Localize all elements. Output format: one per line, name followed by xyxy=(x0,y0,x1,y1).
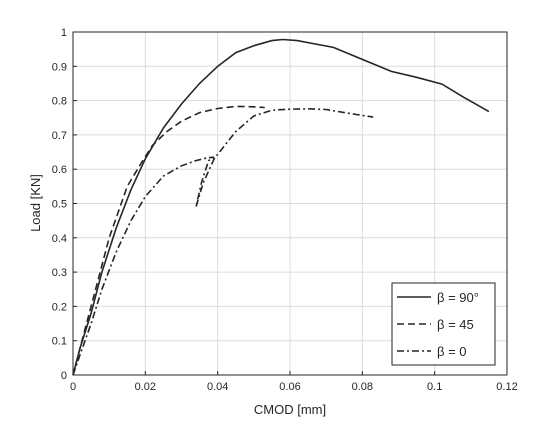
y-tick-label: 0.8 xyxy=(52,96,67,108)
legend: β = 90° β = 45 β = 0 xyxy=(391,282,496,366)
y-tick-label: 0.4 xyxy=(52,233,67,245)
x-tick-label: 0 xyxy=(70,381,76,393)
x-axis-label: CMOD [mm] xyxy=(254,402,326,417)
x-tick-label: 0.1 xyxy=(427,381,442,393)
series-line-beta-90 xyxy=(72,38,490,376)
y-tick-label: 0.2 xyxy=(52,301,67,313)
x-tick-label: 0.06 xyxy=(279,381,300,393)
y-axis-label: Load [KN] xyxy=(28,174,43,232)
x-tick-label: 0.04 xyxy=(207,381,228,393)
legend-label-beta-45: β = 45 xyxy=(437,317,474,332)
x-tick-label: 0.08 xyxy=(352,381,373,393)
y-tick-label: 0 xyxy=(61,370,67,382)
legend-label-beta-0: β = 0 xyxy=(437,344,467,359)
y-tick-label: 0.3 xyxy=(52,267,67,279)
x-tick-label: 0.12 xyxy=(496,381,517,393)
series-line-beta-0 xyxy=(72,107,374,376)
y-tick-label: 0.5 xyxy=(52,199,67,211)
x-tick-label: 0.02 xyxy=(135,381,156,393)
tick-labels: 0 0.02 0.04 0.06 0.08 0.1 0.12 0 0.1 0.2 0.3 0.4 0.5… xyxy=(52,27,518,393)
y-tick-label: 0.6 xyxy=(52,164,67,176)
y-tick-label: 0.7 xyxy=(52,130,67,142)
y-tick-label: 0.1 xyxy=(52,336,67,348)
y-tick-label: 1 xyxy=(61,27,67,39)
series-group xyxy=(72,38,490,376)
series-line-beta-45 xyxy=(72,105,265,376)
legend-label-beta-90: β = 90° xyxy=(437,290,479,305)
y-tick-label: 0.9 xyxy=(52,61,67,73)
